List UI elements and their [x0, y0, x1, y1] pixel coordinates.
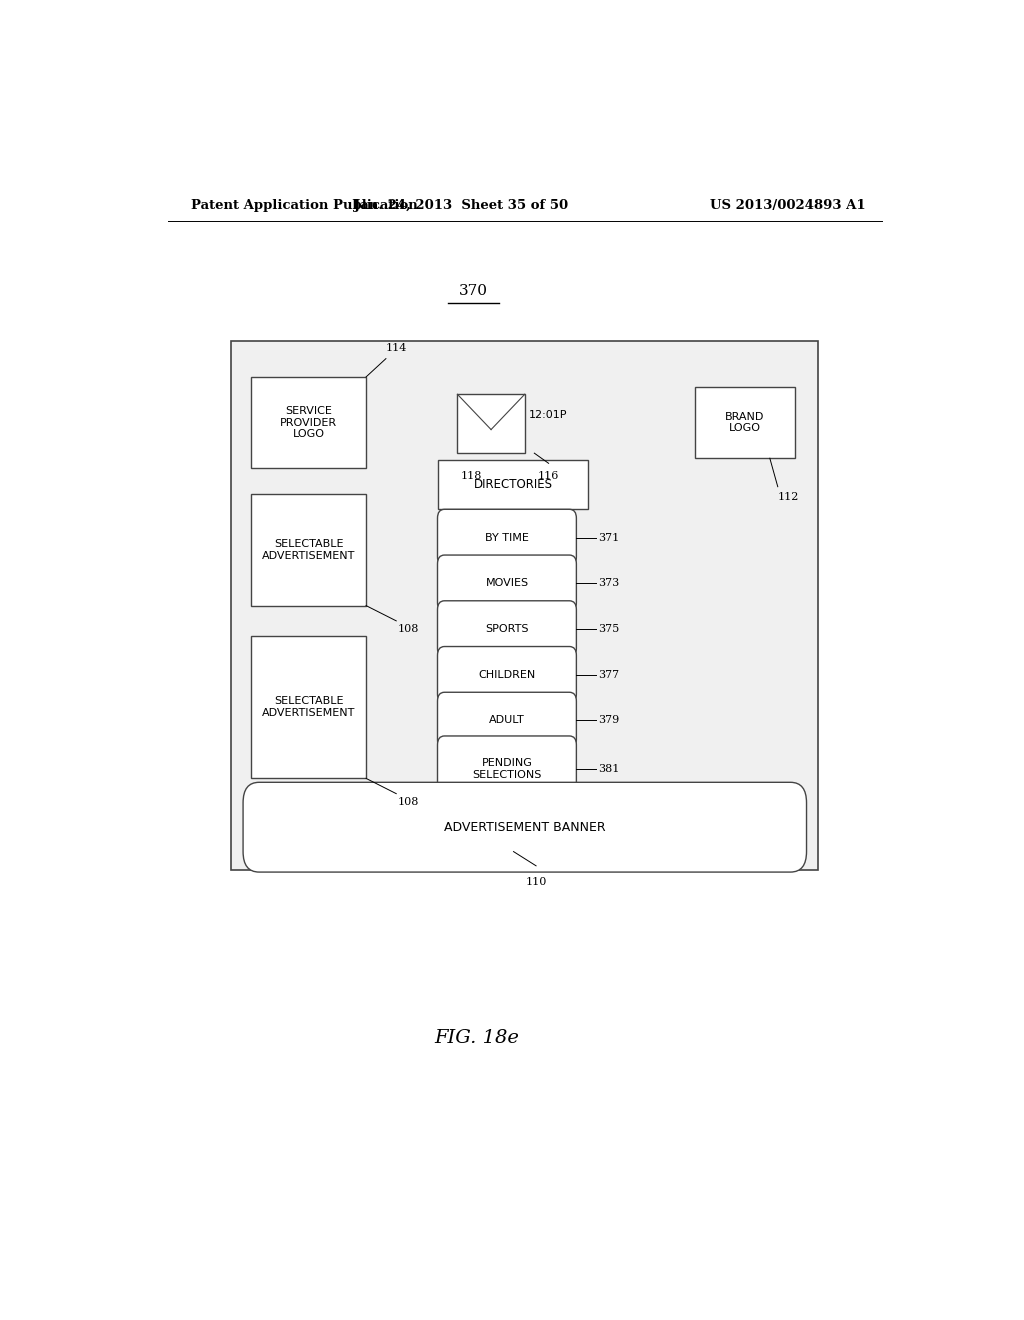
Text: 116: 116	[538, 470, 559, 480]
Text: 377: 377	[599, 669, 620, 680]
Text: SERVICE
PROVIDER
LOGO: SERVICE PROVIDER LOGO	[280, 407, 337, 440]
FancyBboxPatch shape	[695, 387, 795, 458]
FancyBboxPatch shape	[243, 783, 807, 873]
FancyBboxPatch shape	[437, 737, 577, 803]
Text: CHILDREN: CHILDREN	[478, 669, 536, 680]
FancyBboxPatch shape	[437, 692, 577, 748]
Text: SELECTABLE
ADVERTISEMENT: SELECTABLE ADVERTISEMENT	[262, 697, 355, 718]
Text: 114: 114	[386, 342, 408, 352]
Text: MOVIES: MOVIES	[485, 578, 528, 589]
Text: 108: 108	[397, 624, 419, 634]
Text: SELECTABLE
ADVERTISEMENT: SELECTABLE ADVERTISEMENT	[262, 539, 355, 561]
Text: ADVERTISEMENT BANNER: ADVERTISEMENT BANNER	[444, 821, 605, 834]
FancyBboxPatch shape	[437, 647, 577, 704]
Text: Patent Application Publication: Patent Application Publication	[191, 198, 418, 211]
Text: 371: 371	[599, 532, 620, 543]
Text: BY TIME: BY TIME	[485, 532, 528, 543]
Text: 108: 108	[397, 797, 419, 807]
Text: 12:01P: 12:01P	[528, 409, 567, 420]
Text: 381: 381	[599, 764, 620, 775]
Text: ADULT: ADULT	[489, 715, 525, 726]
Text: 373: 373	[599, 578, 620, 589]
Text: 375: 375	[599, 624, 620, 634]
Text: BRAND
LOGO: BRAND LOGO	[725, 412, 765, 433]
Text: Jan. 24, 2013  Sheet 35 of 50: Jan. 24, 2013 Sheet 35 of 50	[354, 198, 568, 211]
Text: 370: 370	[459, 284, 487, 297]
Text: FIG. 18e: FIG. 18e	[435, 1028, 519, 1047]
FancyBboxPatch shape	[437, 601, 577, 657]
FancyBboxPatch shape	[251, 494, 367, 606]
FancyBboxPatch shape	[437, 510, 577, 566]
Text: 112: 112	[778, 492, 799, 502]
Text: 110: 110	[525, 876, 547, 887]
Text: DIRECTORIES: DIRECTORIES	[473, 478, 552, 491]
Text: 118: 118	[460, 470, 481, 480]
FancyBboxPatch shape	[458, 395, 524, 453]
Text: 379: 379	[599, 715, 620, 726]
FancyBboxPatch shape	[251, 636, 367, 779]
FancyBboxPatch shape	[231, 342, 818, 870]
FancyBboxPatch shape	[251, 378, 367, 469]
FancyBboxPatch shape	[437, 554, 577, 611]
Text: SPORTS: SPORTS	[485, 624, 528, 634]
Text: PENDING
SELECTIONS: PENDING SELECTIONS	[472, 759, 542, 780]
Text: US 2013/0024893 A1: US 2013/0024893 A1	[711, 198, 866, 211]
FancyBboxPatch shape	[437, 461, 588, 510]
